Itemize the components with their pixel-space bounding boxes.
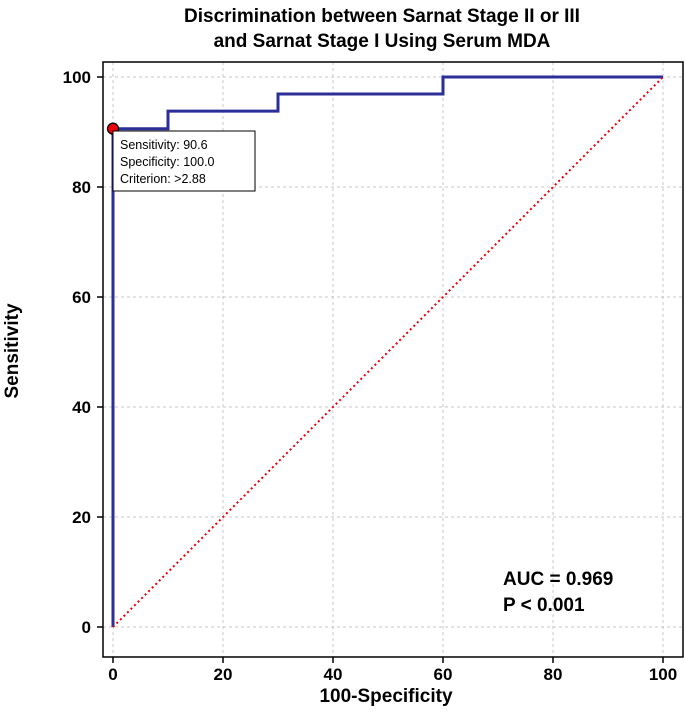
x-tick-label: 100 — [649, 665, 677, 684]
chart-title-line-2: and Sarnat Stage I Using Serum MDA — [214, 31, 551, 52]
x-tick-label: 40 — [324, 665, 343, 684]
x-tick-label: 80 — [544, 665, 563, 684]
y-axis-label: Sensitivity — [2, 303, 23, 398]
y-tick-label: 40 — [72, 398, 91, 417]
auc-annotation: AUC = 0.969 — [503, 569, 613, 590]
tooltip-frame — [112, 130, 256, 192]
tooltip-sensitivity: Sensitivity: 90.6 — [120, 138, 208, 152]
tooltip-box: Sensitivity: 90.6 Specificity: 100.0 Cri… — [112, 130, 256, 192]
y-tick-label: 0 — [82, 618, 91, 637]
x-axis-label: 100-Specificity — [319, 686, 452, 707]
y-tick-label: 20 — [72, 508, 91, 527]
x-tick-label: 20 — [214, 665, 233, 684]
p-value-annotation: P < 0.001 — [503, 595, 585, 616]
y-tick-label: 60 — [72, 288, 91, 307]
axis-ticks: 0 20 40 60 80 100 0 20 40 60 80 100 — [63, 68, 678, 684]
y-tick-label: 80 — [72, 178, 91, 197]
plot-frame — [102, 61, 684, 658]
grid — [103, 62, 683, 657]
chart-title-line-1: Discrimination between Sarnat Stage II o… — [184, 6, 580, 27]
tooltip-specificity: Specificity: 100.0 — [120, 155, 215, 169]
roc-curve-line — [111, 75, 663, 627]
x-tick-label: 60 — [434, 665, 453, 684]
y-tick-label: 100 — [63, 68, 91, 87]
x-tick-label: 0 — [108, 665, 117, 684]
tooltip-criterion: Criterion: >2.88 — [120, 172, 206, 186]
